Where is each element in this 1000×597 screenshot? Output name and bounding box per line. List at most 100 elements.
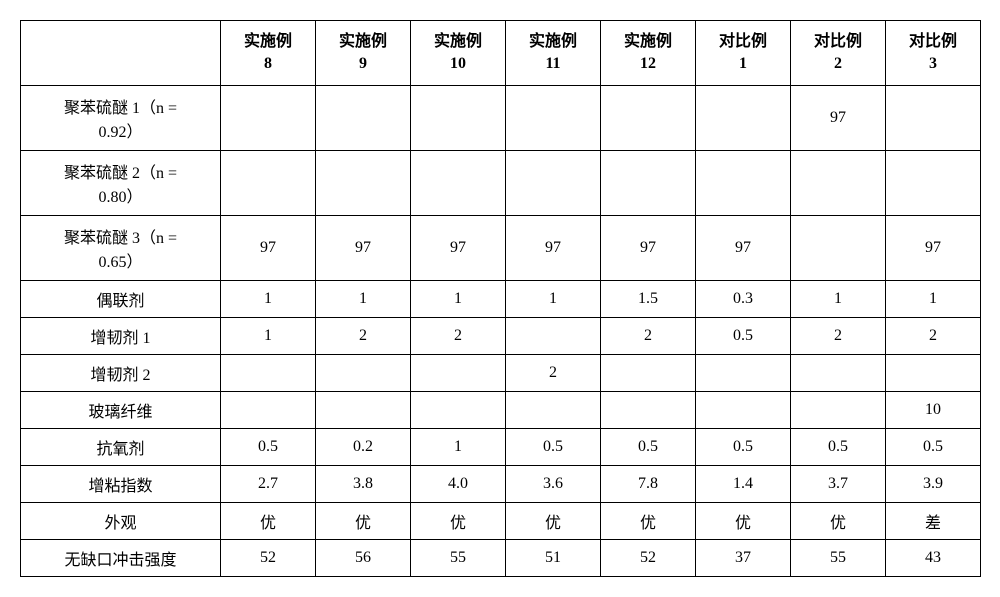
table-cell: 优 [506,503,601,540]
table-cell [411,392,506,429]
table-cell [791,216,886,281]
table-cell [506,392,601,429]
table-cell: 3.8 [316,466,411,503]
table-row: 无缺口冲击强度5256555152375543 [21,540,981,577]
table-row: 聚苯硫醚 2（n =0.80） [21,151,981,216]
col-header-4: 实施例 12 [601,21,696,86]
table-cell: 优 [791,503,886,540]
row-header: 增韧剂 2 [21,355,221,392]
table-cell: 2 [316,318,411,355]
table-row: 玻璃纤维 10 [21,392,981,429]
header-blank [21,21,221,86]
table-cell [696,392,791,429]
col-header-num: 3 [892,53,974,75]
table-cell: 优 [696,503,791,540]
col-header-0: 实施例 8 [221,21,316,86]
table-cell [506,86,601,151]
table-cell [221,151,316,216]
table-cell: 56 [316,540,411,577]
table-cell: 55 [411,540,506,577]
row-header-label: 聚苯硫醚 3（n = [27,224,214,248]
col-header-label: 实施例 [512,31,594,53]
table-cell: 1 [316,281,411,318]
table-cell: 2 [601,318,696,355]
table-cell [411,86,506,151]
row-header-label: 聚苯硫醚 2（n = [27,159,214,183]
row-header-label: 0.65） [27,248,214,272]
table-row: 聚苯硫醚 1（n =0.92）97 [21,86,981,151]
table-cell [316,355,411,392]
table-cell [221,392,316,429]
table-cell: 2 [791,318,886,355]
table-cell [791,392,886,429]
row-header: 增韧剂 1 [21,318,221,355]
table-cell [221,86,316,151]
table-cell [411,151,506,216]
row-header: 无缺口冲击强度 [21,540,221,577]
table-cell: 97 [791,86,886,151]
table-cell: 1 [221,281,316,318]
table-cell [506,318,601,355]
table-cell: 43 [886,540,981,577]
row-header-label: 聚苯硫醚 1（n = [27,94,214,118]
col-header-7: 对比例 3 [886,21,981,86]
table-cell: 97 [316,216,411,281]
col-header-label: 对比例 [797,31,879,53]
col-header-num: 1 [702,53,784,75]
table-cell [886,355,981,392]
col-header-num: 9 [322,53,404,75]
table-cell [886,151,981,216]
table-cell: 2 [886,318,981,355]
col-header-num: 12 [607,53,689,75]
table-cell: 优 [601,503,696,540]
table-cell: 3.9 [886,466,981,503]
table-cell: 3.7 [791,466,886,503]
table-cell: 97 [506,216,601,281]
table-cell: 2 [506,355,601,392]
row-header: 聚苯硫醚 2（n =0.80） [21,151,221,216]
table-cell: 1.5 [601,281,696,318]
table-row: 增粘指数2.73.84.03.67.81.43.73.9 [21,466,981,503]
table-row: 抗氧剂0.50.210.50.50.50.50.5 [21,429,981,466]
table-cell [791,355,886,392]
col-header-label: 实施例 [417,31,499,53]
table-cell: 55 [791,540,886,577]
table-cell [601,151,696,216]
col-header-num: 2 [797,53,879,75]
row-header: 抗氧剂 [21,429,221,466]
table-cell [696,86,791,151]
col-header-5: 对比例 1 [696,21,791,86]
table-row: 增韧剂 112220.522 [21,318,981,355]
table-row: 外观优优优优优优优差 [21,503,981,540]
table-cell: 0.5 [506,429,601,466]
table-cell [601,392,696,429]
table-cell [221,355,316,392]
row-header: 外观 [21,503,221,540]
table-cell: 51 [506,540,601,577]
table-cell [316,86,411,151]
table-row: 偶联剂11111.50.311 [21,281,981,318]
table-cell: 1 [791,281,886,318]
table-cell: 97 [886,216,981,281]
table-cell: 10 [886,392,981,429]
col-header-1: 实施例 9 [316,21,411,86]
table-cell: 0.5 [886,429,981,466]
table-cell [601,355,696,392]
table-cell: 1 [411,281,506,318]
table-cell [506,151,601,216]
table-cell: 0.5 [696,429,791,466]
table-cell: 52 [221,540,316,577]
row-header: 玻璃纤维 [21,392,221,429]
table-cell [791,151,886,216]
table-cell: 0.2 [316,429,411,466]
table-body: 聚苯硫醚 1（n =0.92）97聚苯硫醚 2（n =0.80） 聚苯硫醚 3（n… [21,86,981,577]
col-header-label: 实施例 [227,31,309,53]
table-cell: 差 [886,503,981,540]
table-cell: 1 [886,281,981,318]
table-cell [601,86,696,151]
table-cell: 97 [221,216,316,281]
table-cell: 97 [696,216,791,281]
table-cell: 1 [221,318,316,355]
table-cell: 52 [601,540,696,577]
table-cell: 0.5 [221,429,316,466]
